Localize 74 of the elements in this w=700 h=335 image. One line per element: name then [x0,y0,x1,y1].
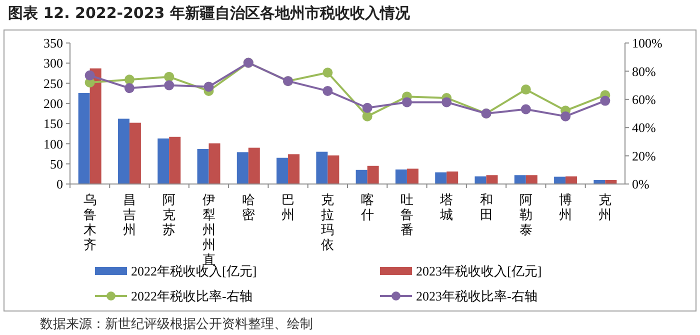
bar [169,136,181,184]
point [560,111,571,122]
y-tick-label: 250 [44,76,63,91]
point [520,84,531,95]
x-tick-label: 阿勒泰 [519,193,532,238]
bar [276,158,288,184]
point [402,97,412,108]
y2-tick-label: 0% [632,176,650,192]
x-tick-label: 乌鲁木齐 [83,193,96,253]
x-tick-label: 阿克苏 [162,193,176,238]
y-tick-label: 200 [44,96,63,111]
point [164,80,174,90]
point [442,97,452,108]
x-tick-label: 和田 [480,193,493,223]
bar [248,148,260,184]
point [84,70,95,80]
x-tick-label: 吐鲁番 [400,193,414,238]
y-tick-label: 300 [44,56,63,71]
point [362,111,372,122]
bar [328,155,340,184]
x-tick-label: 克拉玛依 [321,193,334,253]
y-tick-label: 50 [50,156,63,172]
x-tick-label: 塔城 [439,193,454,223]
y2-tick-label: 60% [632,92,656,107]
bar [395,169,407,184]
bar [197,148,209,184]
y-tick-label: 350 [44,36,63,51]
point [520,104,531,114]
chart-title: 图表 12. 2022-2023 年新疆自治区各地州市税收收入情况 [8,4,411,22]
bar [406,168,418,184]
bar [158,138,170,184]
bar [474,176,486,184]
y-tick-label: 0 [56,176,63,192]
point [322,86,333,96]
x-tick-label: 昌吉州 [122,193,136,238]
bar [435,172,447,184]
point [124,74,134,85]
bar [208,143,220,184]
y-tick-label: 150 [44,116,63,132]
bar [236,152,248,184]
bar [367,166,379,184]
legend-label: 2023年税收比率-右轴 [416,288,538,304]
x-tick-label: 哈密 [242,193,255,223]
y2-tick-label: 40% [632,120,656,136]
bar [486,175,498,184]
bar [118,118,130,184]
bar [566,176,578,184]
x-tick-label: 巴州 [282,193,295,223]
source-note: 数据来源：新世纪评级根据公开资料整理、绘制 [40,317,313,332]
y2-tick-label: 100% [632,36,662,51]
bar [526,175,538,184]
point [600,96,610,106]
point [204,82,214,92]
bar [288,154,300,184]
y2-tick-label: 20% [632,148,656,164]
point [164,72,174,82]
legend-label: 2022年税收比率-右轴 [131,288,252,304]
bar [554,176,566,184]
bar [90,68,102,184]
bar [129,122,141,184]
x-tick-label: 克州 [598,193,612,223]
x-tick-label: 博州 [559,193,572,223]
point [362,102,372,113]
y2-tick-label: 80% [632,64,656,79]
point [322,68,333,78]
bar [446,172,458,184]
bar [514,175,526,184]
point [124,83,134,94]
bar [356,170,368,184]
y-tick-label: 100 [44,136,63,152]
x-tick-label: 喀什 [360,193,374,223]
legend-label: 2023年税收收入[亿元] [416,264,542,279]
bar [316,152,328,184]
bar [78,92,90,184]
